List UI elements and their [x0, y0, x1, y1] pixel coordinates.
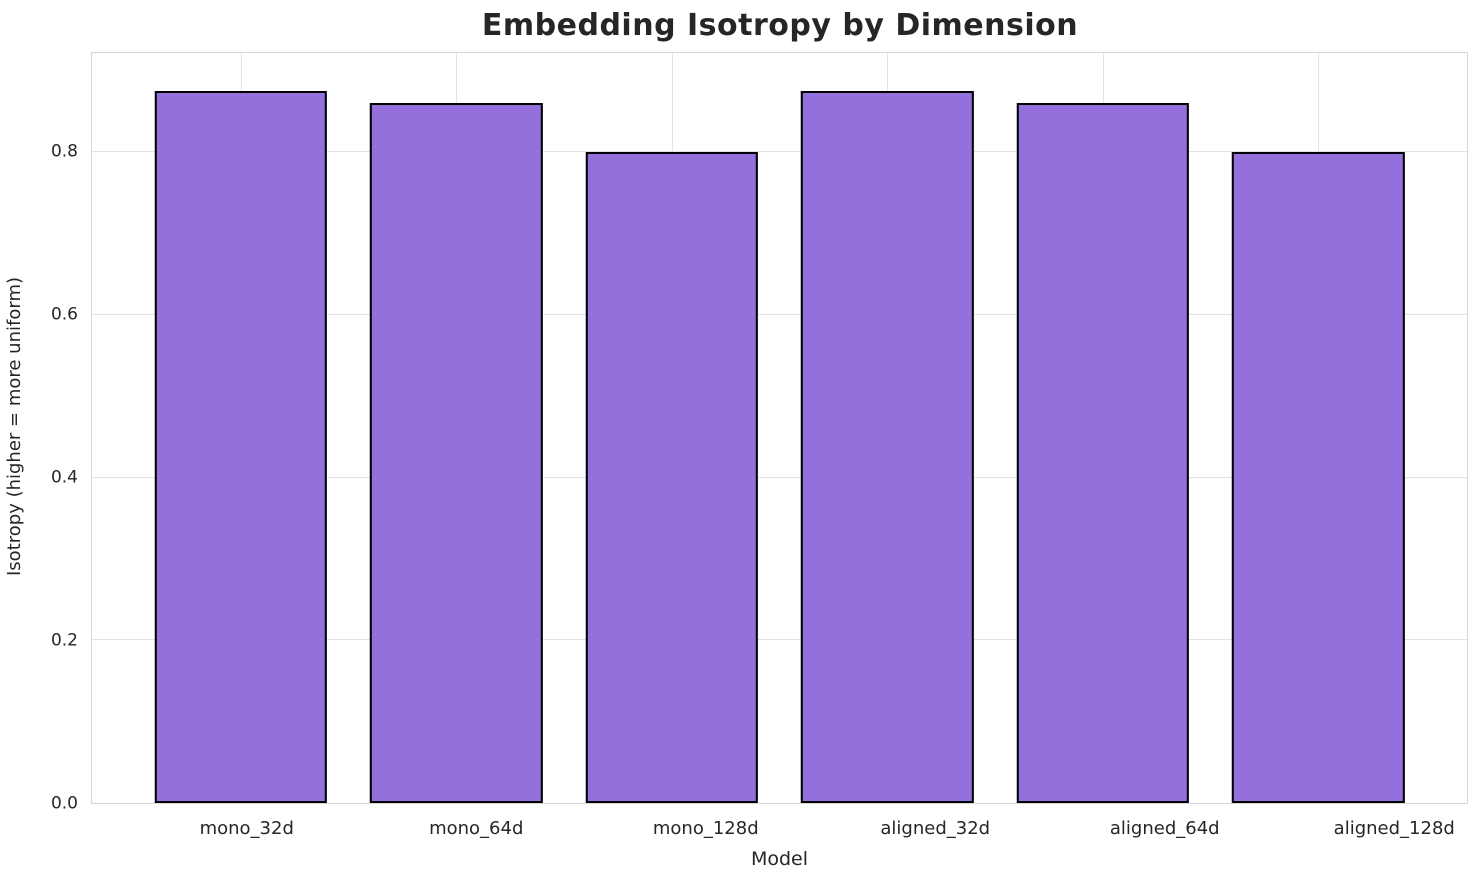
bar-aligned_64d: [1016, 103, 1189, 803]
bar-mono_128d: [585, 152, 758, 803]
bars: [92, 53, 1467, 803]
x-tick-label-mono_128d: mono_128d: [652, 818, 759, 839]
bar-slot: [995, 53, 1211, 803]
y-tick-label-0.8: 0.8: [50, 141, 78, 162]
h-gridline-0.8: [92, 151, 1467, 153]
x-axis-label: Model: [750, 848, 809, 870]
bar-aligned_32d: [801, 91, 974, 803]
x-tick-label-mono_32d: mono_32d: [199, 818, 294, 839]
y-tick-label-0.4: 0.4: [50, 467, 78, 488]
y-axis-tick-labels: 0.0 0.2 0.4 0.6 0.8: [0, 52, 78, 812]
h-gridline-0.6: [92, 313, 1467, 315]
bar-slot: [133, 53, 349, 803]
x-tick-label-aligned_128d: aligned_128d: [1333, 818, 1455, 839]
h-gridline-0.4: [92, 476, 1467, 478]
bar-slot: [564, 53, 780, 803]
y-tick-label-0.2: 0.2: [50, 630, 78, 651]
chart-title: Embedding Isotropy by Dimension: [481, 8, 1079, 43]
y-tick-label-0.0: 0.0: [50, 793, 78, 814]
plot-area: [91, 52, 1468, 804]
y-tick-label-0.6: 0.6: [50, 304, 78, 325]
x-axis-tick-labels: mono_32d mono_64d mono_128d aligned_32d alig…: [91, 818, 1484, 839]
h-gridline-0.2: [92, 639, 1467, 641]
bar-mono_32d: [154, 91, 327, 803]
bar-slot: [1211, 53, 1427, 803]
bar-slot: [349, 53, 565, 803]
x-tick-label-mono_64d: mono_64d: [429, 818, 524, 839]
x-tick-label-aligned_64d: aligned_64d: [1109, 818, 1220, 839]
bar-mono_64d: [370, 103, 543, 803]
x-tick-label-aligned_32d: aligned_32d: [880, 818, 991, 839]
horizontal-gridlines: [92, 53, 1467, 803]
bar-slot: [780, 53, 996, 803]
bar-aligned_128d: [1232, 152, 1405, 803]
